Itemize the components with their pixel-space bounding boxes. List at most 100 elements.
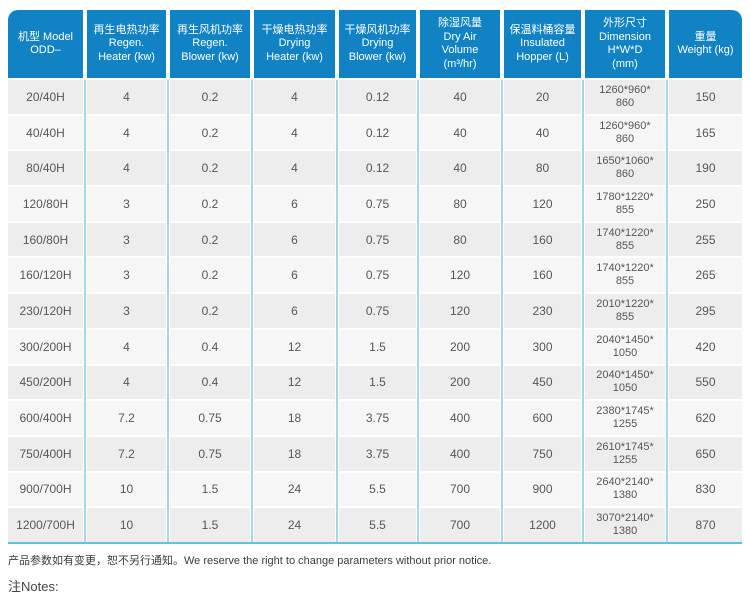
table-cell: 5.5: [339, 508, 416, 542]
table-cell: 0.2: [170, 80, 250, 114]
table-cell: 1650*1060* 860: [585, 151, 665, 186]
column-divider-line: [167, 80, 169, 542]
table-cell: 0.75: [339, 258, 416, 293]
notes-label: 注Notes:: [8, 578, 59, 594]
table-cell: 40: [420, 115, 500, 150]
notes-english: (1) For models that are equipped with de…: [345, 576, 750, 615]
table-cell: 24: [254, 472, 335, 507]
table-cell: 2010*1220* 855: [585, 294, 665, 328]
notes-chinese: (1) 除湿机可选配露点仪，随时监控露点，机型后加注 “D” (2) 机器电压规…: [57, 576, 359, 615]
model-cell: 600/400H: [8, 401, 83, 435]
header-model: 机型 Model ODD–: [8, 10, 83, 78]
table-cell: 4: [254, 80, 335, 114]
table-cell: 1.5: [170, 472, 250, 507]
table-cell: 80: [420, 187, 500, 221]
header-regen-heater: 再生电热功率 Regen. Heater (kw): [87, 10, 166, 78]
table-cell: 12: [254, 365, 335, 400]
header-weight: 重量 Weight (kg): [669, 10, 742, 78]
table-cell: 2040*1450* 1050: [585, 365, 665, 400]
table-cell: 0.75: [339, 222, 416, 257]
table-cell: 295: [669, 294, 742, 328]
column-divider-line: [336, 80, 338, 542]
table-cell: 4: [87, 115, 166, 150]
table-cell: 3: [87, 222, 166, 257]
table-cell: 80: [504, 151, 581, 186]
table-cell: 1740*1220* 855: [585, 258, 665, 293]
table-cell: 5.5: [339, 472, 416, 507]
column-divider-line: [84, 80, 86, 542]
model-cell: 750/400H: [8, 436, 83, 471]
table-cell: 600: [504, 401, 581, 435]
table-cell: 4: [87, 151, 166, 186]
header-dry-air-volume: 除湿风量 Dry Air Volume (m³/hr): [420, 10, 500, 78]
table-cell: 3: [87, 258, 166, 293]
model-cell: 450/200H: [8, 365, 83, 400]
model-cell: 230/120H: [8, 294, 83, 328]
table-cell: 255: [669, 222, 742, 257]
table-cell: 6: [254, 258, 335, 293]
table-cell: 80: [420, 222, 500, 257]
table-cell: 420: [669, 329, 742, 364]
table-cell: 250: [669, 187, 742, 221]
model-cell: 40/40H: [8, 115, 83, 150]
table-cell: 3070*2140* 1380: [585, 508, 665, 542]
table-cell: 24: [254, 508, 335, 542]
table-cell: 150: [669, 80, 742, 114]
table-cell: 4: [87, 365, 166, 400]
model-cell: 160/120H: [8, 258, 83, 293]
table-cell: 0.75: [339, 187, 416, 221]
table-cell: 0.2: [170, 151, 250, 186]
table-cell: 120: [420, 294, 500, 328]
table-cell: 200: [420, 365, 500, 400]
table-cell: 120: [504, 187, 581, 221]
table-cell: 40: [420, 151, 500, 186]
table-cell: 1780*1220* 855: [585, 187, 665, 221]
table-cell: 190: [669, 151, 742, 186]
model-cell: 20/40H: [8, 80, 83, 114]
table-cell: 0.75: [170, 436, 250, 471]
table-cell: 2610*1745* 1255: [585, 436, 665, 471]
table-cell: 6: [254, 294, 335, 328]
column-divider-line: [666, 80, 668, 542]
table-cell: 1260*960* 860: [585, 115, 665, 150]
column-divider-line: [251, 80, 253, 542]
column-divider-line: [582, 80, 584, 542]
change-notice-text: 产品参数如有变更，恕不另行通知。We reserve the right to …: [8, 554, 492, 567]
table-cell: 900: [504, 472, 581, 507]
table-cell: 3.75: [339, 436, 416, 471]
table-cell: 300: [504, 329, 581, 364]
table-cell: 700: [420, 472, 500, 507]
column-divider-line: [417, 80, 419, 542]
table-cell: 1.5: [339, 365, 416, 400]
model-cell: 120/80H: [8, 187, 83, 221]
table-cell: 200: [420, 329, 500, 364]
table-cell: 0.4: [170, 329, 250, 364]
model-cell: 160/80H: [8, 222, 83, 257]
table-cell: 0.75: [339, 294, 416, 328]
table-cell: 400: [420, 436, 500, 471]
table-cell: 0.4: [170, 365, 250, 400]
table-cell: 10: [87, 508, 166, 542]
model-cell: 300/200H: [8, 329, 83, 364]
table-header-row: 机型 Model ODD– 再生电热功率 Regen. Heater (kw) …: [8, 10, 742, 78]
header-regen-blower: 再生风机功率 Regen. Blower (kw): [170, 10, 250, 78]
header-drying-blower: 干燥风机功率 Drying Blower (kw): [339, 10, 416, 78]
table-cell: 0.2: [170, 115, 250, 150]
table-cell: 3.75: [339, 401, 416, 435]
notes-block: 注Notes: (1) 除湿机可选配露点仪，随时监控露点，机型后加注 “D” (…: [8, 575, 750, 615]
table-cell: 20: [504, 80, 581, 114]
table-cell: 6: [254, 187, 335, 221]
table-cell: 400: [420, 401, 500, 435]
table-cell: 265: [669, 258, 742, 293]
header-insulated-hopper: 保温料桶容量 Insulated Hopper (L): [504, 10, 581, 78]
table-cell: 6: [254, 222, 335, 257]
column-divider-line: [501, 80, 503, 542]
table-cell: 750: [504, 436, 581, 471]
table-cell: 4: [87, 329, 166, 364]
table-cell: 1.5: [170, 508, 250, 542]
table-cell: 1740*1220* 855: [585, 222, 665, 257]
table-cell: 4: [87, 80, 166, 114]
table-cell: 7.2: [87, 401, 166, 435]
table-cell: 830: [669, 472, 742, 507]
